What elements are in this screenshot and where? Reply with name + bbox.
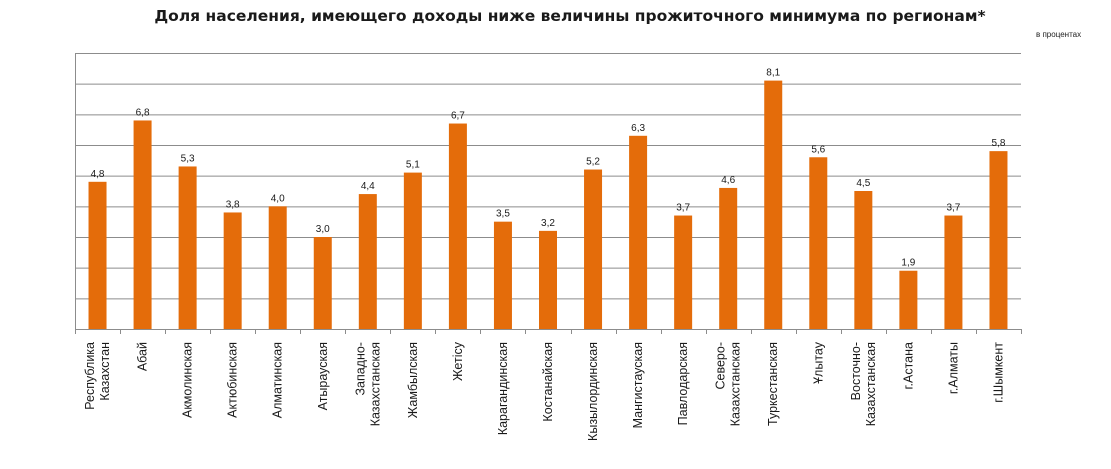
category-label: Западно- Казахстанская [353,342,382,426]
bar [313,237,332,329]
category-labels: Республика Казахстан Абай Акмолинская Актюби… [83,341,1005,441]
category-label: Алматинская [271,342,285,418]
bar [133,120,152,329]
data-label: 4,4 [361,181,375,192]
bar [629,135,648,329]
category-label-line: Абай [136,342,150,371]
data-label: 4,6 [721,175,735,186]
data-label: 5,1 [406,160,420,171]
category-label-line: Алматинская [271,342,285,418]
category-label: Туркестанская [766,342,780,426]
bar [539,230,557,329]
data-label: 6,8 [136,107,150,118]
category-label: г.Астана [901,342,915,390]
bar [899,270,918,329]
category-label-line: Туркестанская [766,342,780,426]
data-label: 3,2 [541,218,555,229]
bars [88,80,1008,330]
category-label: Жетісу [451,341,465,381]
category-label-line: Павлодарская [676,342,690,425]
bar [88,181,107,329]
bar [989,151,1008,329]
bar [223,212,242,329]
category-label-line: г.Алматы [946,342,960,394]
category-label-line: Северо- [714,342,728,390]
category-label-line: Казахстан [98,342,112,401]
data-label: 3,0 [316,224,330,235]
category-label: Северо- Казахстанская [714,342,743,426]
category-label: Костанайская [541,342,555,422]
category-label-line: Казахстанская [864,342,878,426]
data-label: 3,7 [676,203,690,214]
bar [674,215,693,329]
category-label: Восточно- Казахстанская [849,342,878,426]
unit-label: в процентах [1036,30,1082,39]
category-label-line: Акмолинская [181,342,195,418]
bar [358,194,377,329]
data-label: 8,1 [766,68,780,79]
category-label: Жамбылская [406,342,420,418]
data-label: 4,5 [856,178,870,189]
category-label-line: г.Астана [901,342,915,390]
category-label: Карагандинская [496,342,510,435]
category-label-line: Восточно- [849,342,863,400]
category-label-line: Казахстанская [368,342,382,426]
category-label-line: Казахстанская [729,342,743,426]
bar [178,166,197,329]
category-label: Кызылординская [586,342,600,441]
category-label-line: г.Шымкент [991,342,1005,403]
bar [493,221,512,329]
category-label: Мангистауская [631,342,645,428]
data-label: 3,7 [946,203,960,214]
category-label-line: Республика [83,342,97,410]
category-label: Ұлытау [811,341,825,384]
category-label: Актюбинская [226,342,240,418]
data-labels: 4,8 6,8 5,3 3,8 4,0 3,0 4,4 5,1 6,7 3,5 3,2 5,2 6,3 3… [91,68,1006,269]
data-label: 1,9 [901,258,915,269]
category-label-line: Кызылординская [586,342,600,441]
category-label: Акмолинская [181,342,195,418]
category-label-line: Атырауская [316,342,330,410]
data-label: 4,8 [91,169,105,180]
data-label: 3,5 [496,209,510,220]
category-label-line: Актюбинская [226,342,240,418]
category-label: г.Шымкент [991,342,1005,403]
data-label: 5,6 [811,144,825,155]
category-label: Атырауская [316,342,330,410]
data-label: 6,3 [631,123,645,134]
category-label-line: Мангистауская [631,342,645,428]
bar [719,187,738,329]
bar [448,123,467,330]
data-label: 4,0 [271,193,285,204]
data-label: 5,2 [586,157,600,168]
chart-title: Доля населения, имеющего доходы ниже вел… [154,7,986,25]
data-label: 5,8 [992,138,1006,149]
bar [268,206,287,329]
axes [75,53,1022,334]
category-label: Павлодарская [676,342,690,425]
bar [764,80,783,329]
data-label: 3,8 [226,199,240,210]
category-label-line: Ұлытау [811,341,825,384]
category-label-line: Костанайская [541,342,555,422]
category-label: г.Алматы [946,342,960,394]
category-label: Республика Казахстан [83,342,112,410]
category-label-line: Жамбылская [406,342,420,418]
bar [584,169,603,329]
category-label-line: Западно- [353,342,367,396]
bar [944,215,963,329]
bar [854,191,873,329]
category-label-line: Карагандинская [496,342,510,435]
bar [809,157,828,329]
category-label-line: Жетісу [451,341,465,381]
data-label: 5,3 [181,153,195,164]
category-label: Абай [136,342,150,371]
data-label: 6,7 [451,111,465,122]
bar [403,172,422,329]
